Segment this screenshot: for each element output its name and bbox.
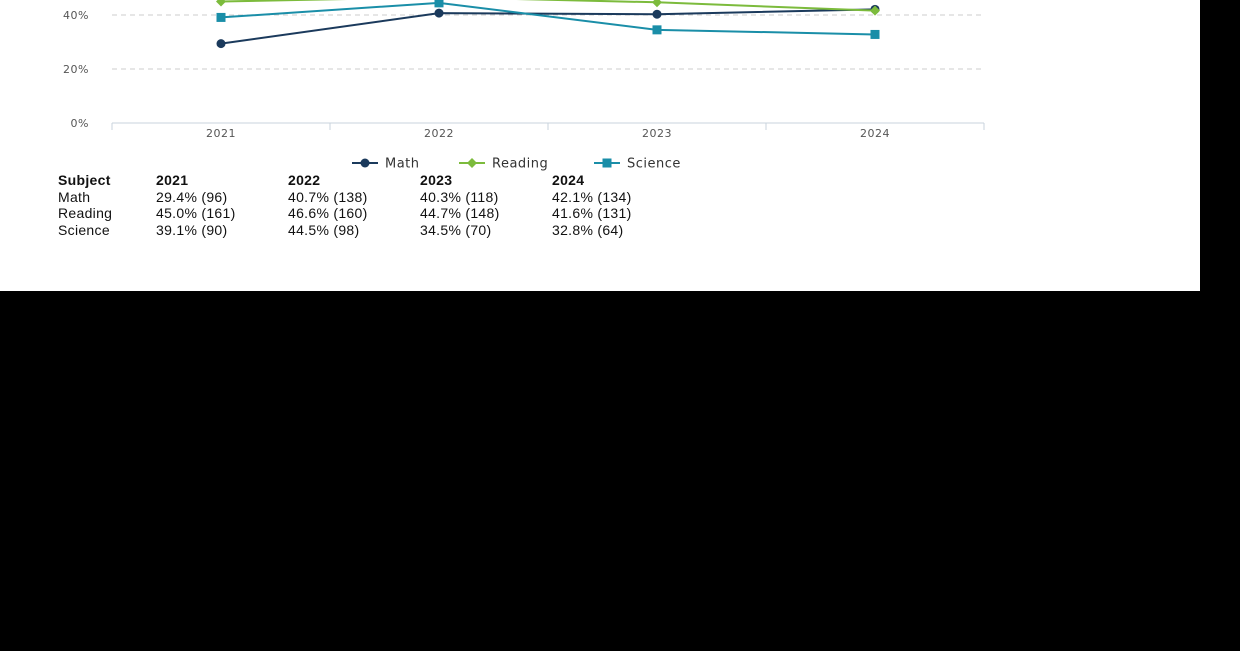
table-cell: Reading [58,205,113,221]
legend-marker [467,158,477,168]
table-header-cell: 2023 [420,172,453,188]
legend-label: Math [385,157,420,172]
table-cell: 32.8% (64) [552,221,624,238]
table-header-row: Subject 2021 2022 2023 2024 [52,172,678,189]
legend-label: Reading [492,157,548,172]
series-layer [216,0,880,49]
table-row: Science 39.1% (90) 44.5% (98) 34.5% (70)… [52,222,678,239]
grid-layer: 0% 20% 40% [63,9,984,130]
table-row: Reading 45.0% (161) 46.6% (160) 44.7% (1… [52,205,678,222]
data-point-reading [216,0,226,7]
table-row: Math 29.4% (96) 40.7% (138) 40.3% (118) … [52,189,678,206]
table-cell: 34.5% (70) [420,221,492,238]
data-point-science [434,0,444,8]
data-point-math [652,9,662,19]
table-header-cell: 2022 [288,172,321,188]
data-point-science [216,12,226,22]
data-table: Subject 2021 2022 2023 2024 Math 29.4% (… [52,172,678,238]
x-tick-label: 2021 [206,127,236,140]
legend-label: Science [627,157,681,172]
data-point-science [652,25,662,35]
legend: Math Reading Science [352,157,681,172]
y-tick-label: 40% [63,9,89,22]
series-science [216,0,880,39]
y-tick-label: 20% [63,63,89,76]
table-cell: 45.0% (161) [156,205,236,221]
x-axis: 2021 2022 2023 2024 [111,122,985,140]
data-point-reading [652,0,662,8]
x-tick-label: 2024 [860,127,890,140]
table-cell: 41.6% (131) [552,205,632,221]
data-point-math [434,8,444,18]
legend-item-reading: Reading [459,157,548,172]
table-header-cell: 2024 [552,172,585,188]
table-cell: 46.6% (160) [288,205,368,221]
series-line-math [220,8,876,45]
line-chart: 0% 20% 40% 2021 2022 2023 2024 Math Reading Sci… [63,0,985,172]
data-point-math [216,39,226,49]
table-cell: 44.7% (148) [420,205,500,221]
series-line-reading [220,0,876,12]
series-line-science [220,1,876,36]
table-header-cell: 2021 [156,172,189,188]
table-cell: 40.3% (118) [420,188,499,205]
x-tick-label: 2023 [642,127,672,140]
legend-item-science: Science [594,157,681,172]
table-cell: 29.4% (96) [156,188,228,205]
legend-marker [602,158,612,168]
legend-marker [360,158,370,168]
table-cell: 44.5% (98) [288,221,360,238]
table-cell: Science [58,221,110,238]
table-header-cell: Subject [58,172,111,188]
table-cell: Math [58,188,91,205]
table-cell: 42.1% (134) [552,188,632,205]
chart-panel: 0% 20% 40% 2021 2022 2023 2024 Math Reading Sci… [0,0,1200,291]
table-cell: 39.1% (90) [156,221,228,238]
x-tick-label: 2022 [424,127,454,140]
data-point-reading [870,5,880,16]
legend-item-math: Math [352,157,420,172]
y-tick-label: 0% [71,117,89,130]
data-point-science [870,29,880,39]
table-cell: 40.7% (138) [288,188,368,205]
